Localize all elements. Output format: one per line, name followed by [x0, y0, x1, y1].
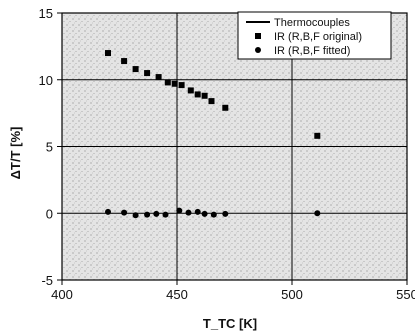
data-point-square [144, 70, 151, 77]
x-tick-label: 450 [166, 287, 188, 302]
data-point-circle [176, 207, 183, 214]
y-tick-label: 10 [39, 73, 53, 88]
x-tick-label: 500 [281, 287, 303, 302]
data-point-square [132, 66, 139, 73]
data-point-circle [222, 210, 229, 217]
x-tick-label: 400 [51, 287, 73, 302]
y-tick-label: 15 [39, 6, 53, 21]
y-axis-title: ΔT/T [%] [8, 127, 23, 180]
data-point-square [201, 92, 208, 99]
legend-label-ir-fitted: IR (R,B,F fitted) [274, 45, 350, 57]
data-point-square [105, 50, 111, 57]
data-point-square [164, 79, 171, 86]
legend: Thermocouples IR (R,B,F original) IR (R,… [237, 11, 392, 60]
data-point-circle [201, 210, 208, 217]
legend-label-thermocouples: Thermocouples [274, 17, 350, 29]
data-point-circle [314, 210, 321, 217]
y-tick-label: 5 [46, 140, 53, 155]
data-point-square [208, 98, 215, 105]
data-point-square [222, 104, 229, 111]
data-point-square [187, 87, 194, 94]
data-point-square [194, 91, 201, 98]
x-axis-title: T_TC [K] [203, 316, 257, 331]
plot-frame [61, 12, 408, 281]
tick-labels: 400 450 500 550 -5 0 5 10 15 [39, 6, 415, 302]
data-point-circle [144, 211, 151, 218]
data-marks [105, 50, 321, 219]
data-point-circle [194, 208, 201, 215]
data-point-circle [210, 211, 217, 218]
y-tick-label: 0 [46, 206, 53, 221]
legend-label-ir-original: IR (R,B,F original) [274, 31, 362, 43]
data-point-circle [185, 209, 192, 216]
data-point-circle [162, 211, 169, 218]
legend-box [237, 11, 392, 60]
data-point-circle [153, 210, 160, 217]
data-point-square [155, 74, 162, 81]
data-point-square [171, 80, 178, 87]
data-point-circle [132, 212, 139, 219]
data-point-circle [121, 209, 128, 216]
x-tick-label: 550 [396, 287, 415, 302]
legend-marker-circle [255, 47, 261, 53]
data-point-square [314, 132, 321, 139]
y-tick-label: -5 [41, 273, 53, 288]
data-point-square [121, 58, 128, 65]
data-point-square [178, 82, 185, 89]
legend-marker-square [255, 33, 261, 39]
data-point-circle [105, 208, 111, 215]
